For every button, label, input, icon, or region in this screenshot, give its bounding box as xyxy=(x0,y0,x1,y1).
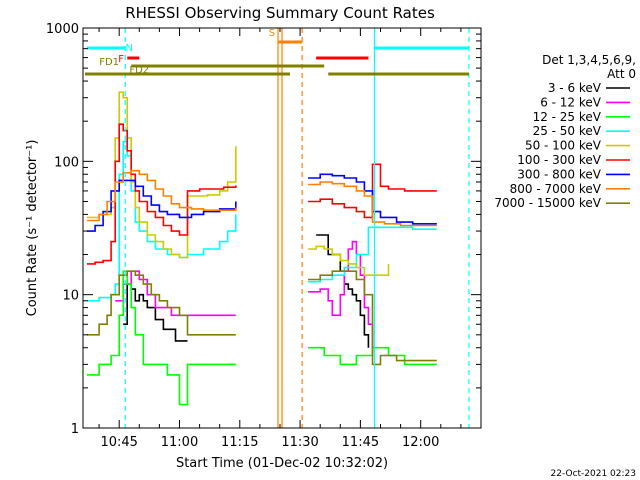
legend-entry-label: 100 - 300 keV xyxy=(517,153,601,167)
flag-label-fd2: FD2 xyxy=(129,65,149,76)
legend-entry-label: 6 - 12 keV xyxy=(540,95,602,109)
chart-title: RHESSI Observing Summary Count Rates xyxy=(125,4,435,22)
series-line-50-100-kev xyxy=(308,245,390,276)
plot-area-frame xyxy=(82,27,482,429)
y-tick-label: 10 xyxy=(62,289,79,304)
footer-timestamp: 22-Oct-2021 02:23 xyxy=(551,469,636,479)
x-axis-label: Start Time (01-Dec-02 10:32:02) xyxy=(176,456,388,471)
series-line-25-50-kev xyxy=(87,141,237,302)
legend-entry-label: 300 - 800 keV xyxy=(517,167,601,181)
x-tick-label: 12:00 xyxy=(402,435,439,450)
legend-entry-label: 50 - 100 keV xyxy=(525,139,602,153)
legend-header: Det 1,3,4,5,6,9, xyxy=(542,53,636,67)
flag-label-n: N xyxy=(125,43,132,54)
series-line-800-7000-kev xyxy=(87,169,237,222)
series-line-50-100-kev xyxy=(87,91,237,259)
legend-entry-label: 12 - 25 keV xyxy=(533,110,602,124)
flag-label-f: F xyxy=(118,54,124,65)
series-line-100-300-kev xyxy=(87,123,237,265)
series-line-25-50-kev xyxy=(308,226,437,283)
legend-entry-label: 7000 - 15000 keV xyxy=(494,196,601,210)
flag-label-fd1: FD1 xyxy=(99,57,119,68)
x-tick-label: 10:45 xyxy=(100,435,137,450)
legend-entry-label: 25 - 50 keV xyxy=(533,124,602,138)
y-tick-label: 100 xyxy=(54,155,79,170)
series-line-7000-15000-kev xyxy=(87,270,236,336)
flag-label-s: S xyxy=(269,28,275,39)
series-line-12-25-kev xyxy=(87,270,236,406)
series-line-800-7000-kev xyxy=(308,181,437,227)
x-tick-label: 11:45 xyxy=(342,435,379,450)
series-line-7000-15000-kev xyxy=(308,270,437,366)
legend-entry-label: 800 - 7000 keV xyxy=(510,182,602,196)
series-line-6-12-kev xyxy=(308,240,374,348)
x-tick-label: 11:00 xyxy=(161,435,198,450)
y-tick-label: 1000 xyxy=(46,22,79,37)
x-tick-label: 11:15 xyxy=(221,435,258,450)
y-axis-label: Count Rate (s⁻¹ detector⁻¹) xyxy=(25,140,40,317)
x-tick-label: 11:30 xyxy=(281,435,318,450)
legend-header: Att 0 xyxy=(607,67,636,81)
series-line-100-300-kev xyxy=(308,163,437,219)
legend-entry-label: 3 - 6 keV xyxy=(548,81,602,95)
series-line-300-800-kev xyxy=(87,179,237,232)
y-tick-label: 1 xyxy=(71,422,79,437)
